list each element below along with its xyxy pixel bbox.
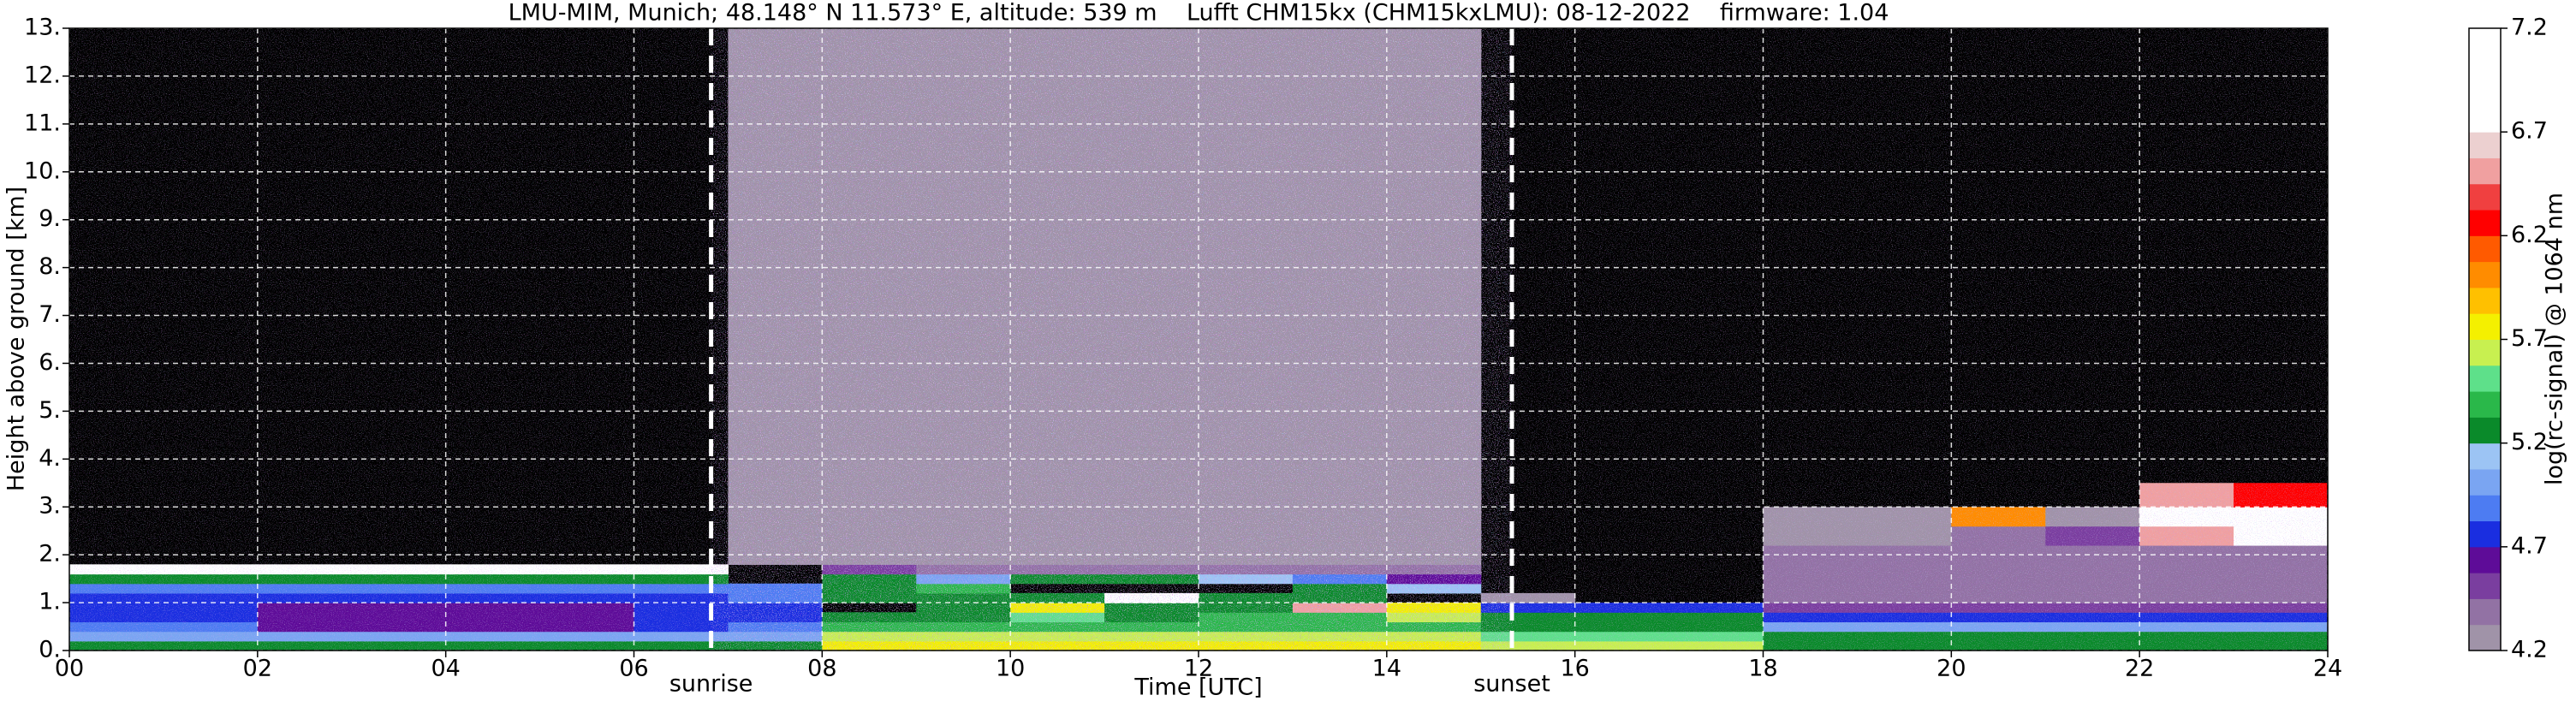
- colorbar-band: [2469, 132, 2501, 158]
- y-tick-label: 5.: [39, 397, 61, 424]
- colorbar-tick-label: 7.2: [2511, 15, 2548, 41]
- y-tick-label: 2.: [39, 541, 61, 567]
- chart-title: LMU-MIM, Munich; 48.148° N 11.573° E, al…: [509, 0, 1889, 27]
- x-tick-label: 02: [243, 656, 272, 682]
- y-tick-label: 0.: [39, 637, 61, 663]
- x-tick-label: 18: [1748, 656, 1777, 682]
- colorbar-band: [2469, 235, 2501, 263]
- colorbar-band: [2469, 365, 2501, 392]
- x-tick-label: 16: [1560, 656, 1589, 682]
- colorbar-band: [2469, 468, 2501, 496]
- x-tick-label: 04: [431, 656, 460, 682]
- colorbar-band: [2469, 443, 2501, 470]
- x-tick-label: 24: [2313, 656, 2342, 682]
- colorbar-tick-label: 6.2: [2511, 222, 2548, 248]
- day-noise-texture: [711, 28, 1513, 651]
- x-tick-label: 12: [1184, 656, 1213, 682]
- y-tick-label: 1.: [39, 589, 61, 615]
- x-tick-label: 14: [1372, 656, 1401, 682]
- colorbar-band: [2469, 598, 2501, 626]
- y-tick-label: 10.: [24, 157, 61, 184]
- colorbar-band: [2469, 417, 2501, 444]
- colorbar-band: [2469, 339, 2501, 366]
- colorbar-band: [2469, 157, 2501, 185]
- colorbar-band: [2469, 546, 2501, 573]
- colorbar-tick-label: 4.7: [2511, 532, 2548, 559]
- y-tick-label: 8.: [39, 253, 61, 280]
- y-tick-label: 7.: [39, 301, 61, 328]
- y-tick-label: 13.: [24, 15, 61, 41]
- colorbar-band: [2469, 54, 2501, 81]
- y-tick-label: 4.: [39, 445, 61, 472]
- colorbar-band: [2469, 287, 2501, 314]
- colorbar-band: [2469, 261, 2501, 288]
- x-tick-label: 06: [619, 656, 648, 682]
- y-tick-label: 9.: [39, 205, 61, 232]
- colorbar-tick-label: 5.7: [2511, 325, 2548, 352]
- colorbar-band: [2469, 183, 2501, 211]
- colorbar-band: [2469, 210, 2501, 236]
- colorbar-band: [2469, 520, 2501, 548]
- x-tick-label: 22: [2125, 656, 2154, 682]
- annotation: sunrise: [669, 671, 753, 698]
- y-tick-label: 3.: [39, 493, 61, 520]
- x-tick-label: 00: [55, 656, 84, 682]
- colorbar-band: [2469, 573, 2501, 599]
- colorbar-tick-label: 6.7: [2511, 118, 2548, 145]
- colorbar: 4.2 4.7 5.2 5.7 6.2 6.7 7.2: [2468, 15, 2548, 663]
- y-tick-label: 11.: [24, 110, 61, 136]
- annotation: sunset: [1473, 671, 1550, 698]
- colorbar-label: log(rc-signal) @ 1064 nm: [2542, 193, 2568, 485]
- x-tick-label: 20: [1936, 656, 1966, 682]
- colorbar-band: [2469, 624, 2501, 651]
- colorbar-tick-label: 5.2: [2511, 429, 2548, 455]
- colorbar-band: [2469, 28, 2501, 55]
- colorbar-band: [2469, 495, 2501, 522]
- x-tick-label: 08: [807, 656, 836, 682]
- colorbar-band: [2469, 80, 2501, 107]
- colorbar-band: [2469, 105, 2501, 133]
- x-axis-label: Time [UTC]: [1133, 674, 1262, 701]
- x-tick-label: 10: [996, 656, 1025, 682]
- colorbar-tick-label: 4.2: [2511, 637, 2548, 663]
- y-axis-label: Height above ground [km]: [3, 187, 30, 491]
- colorbar-band: [2469, 313, 2501, 340]
- y-tick-label: 12.: [24, 62, 61, 88]
- y-tick-label: 6.: [39, 349, 61, 376]
- colorbar-band: [2469, 391, 2501, 418]
